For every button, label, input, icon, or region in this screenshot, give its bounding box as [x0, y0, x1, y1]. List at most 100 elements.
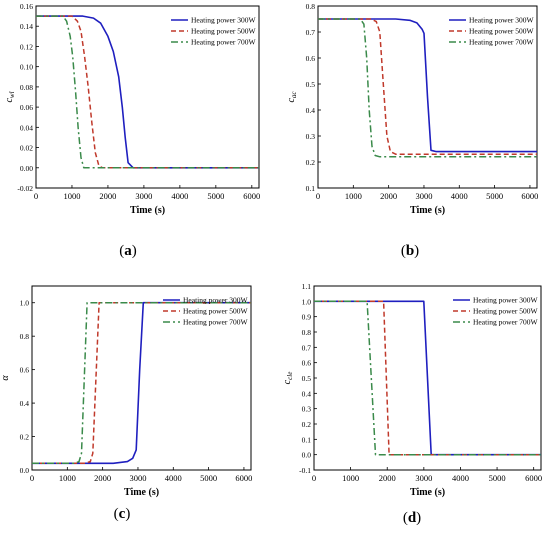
y-tick-label: 1.0 [302, 297, 312, 306]
panel-label: (a) [119, 243, 137, 259]
y-tick-label: 0.14 [20, 22, 33, 31]
plot-frame [317, 5, 538, 189]
x-tick-label: 5000 [207, 191, 224, 201]
y-axis-label: cwl [4, 91, 16, 102]
y-axis-label: ccle [282, 372, 294, 385]
x-tick-label: 4000 [452, 473, 469, 483]
x-tick-label: 0 [312, 473, 316, 483]
x-tick-label: 2000 [99, 191, 116, 201]
y-tick-label: 0.4 [20, 399, 30, 408]
y-axis-label: α [0, 375, 11, 381]
x-tick-label: 3000 [129, 473, 146, 483]
legend-entry: Heating power 700W [191, 38, 256, 47]
x-axis-label: Time (s) [410, 487, 445, 498]
x-tick-label: 6000 [243, 191, 260, 201]
chart-panel-1: 0 1000 2000 3000 4000 5000 6000 -0.02 0.00 0.02 0.… [4, 2, 260, 259]
y-tick-label: 0.00 [20, 164, 33, 173]
y-tick-label: 0.7 [306, 28, 316, 37]
y-axis-label: cac [286, 91, 298, 103]
legend-entry: Heating power 700W [469, 38, 534, 47]
y-tick-label: 0.10 [20, 63, 33, 72]
y-tick-label: 0.4 [306, 106, 316, 115]
x-tick-label: 1000 [63, 191, 80, 201]
series-line-3 [36, 15, 259, 169]
plot-frame [31, 285, 252, 471]
y-tick-label: 0.04 [20, 123, 33, 132]
y-tick-label: 0.8 [302, 328, 312, 337]
y-tick-label: 0.02 [20, 144, 33, 153]
y-tick-label: 0.08 [20, 83, 33, 92]
x-tick-label: 6000 [525, 473, 542, 483]
panel-label: (c) [114, 506, 131, 522]
x-tick-label: 2000 [379, 473, 396, 483]
series-line-3 [318, 18, 537, 158]
chart-panel-3: 0 1000 2000 3000 4000 5000 6000 0.0 0.2 0.4 0.6 0.8… [0, 285, 252, 522]
y-tick-label: 0.9 [302, 313, 312, 322]
legend-entry: Heating power 300W [191, 16, 256, 25]
x-tick-label: 5000 [200, 473, 217, 483]
legend-entry: Heating power 500W [191, 27, 256, 36]
series-line-2 [318, 18, 537, 155]
legend-entry: Heating power 500W [473, 307, 538, 316]
chart-panel-4: 0 1000 2000 3000 4000 5000 6000 -0.1 0.0 0.1 0.2 0.… [282, 282, 542, 526]
x-tick-label: 3000 [135, 191, 152, 201]
x-axis-label: Time (s) [124, 487, 159, 498]
y-tick-label: 0.5 [302, 374, 312, 383]
x-tick-label: 0 [34, 191, 38, 201]
y-tick-label: -0.1 [299, 466, 311, 475]
x-tick-label: 4000 [171, 191, 188, 201]
x-axis-label: Time (s) [130, 205, 165, 216]
legend-entry: Heating power 300W [183, 296, 248, 305]
x-tick-label: 6000 [235, 473, 252, 483]
y-tick-label: 0.8 [20, 332, 30, 341]
y-tick-label: 0.16 [20, 2, 33, 11]
y-tick-label: 0.0 [20, 466, 30, 475]
x-tick-label: 0 [30, 473, 34, 483]
x-tick-label: 5000 [486, 191, 503, 201]
y-tick-label: 0.1 [306, 184, 316, 193]
x-tick-label: 3000 [415, 473, 432, 483]
y-tick-label: 0.2 [306, 158, 316, 167]
series-line-3 [314, 300, 541, 456]
series-line-2 [32, 301, 251, 465]
y-tick-label: 0.2 [20, 433, 30, 442]
y-tick-label: 0.7 [302, 343, 312, 352]
y-tick-label: 0.2 [302, 420, 312, 429]
y-tick-label: 0.8 [306, 2, 316, 11]
x-tick-label: 2000 [94, 473, 111, 483]
x-tick-label: 3000 [415, 191, 432, 201]
panel-label: (d) [403, 510, 421, 526]
x-tick-label: 6000 [521, 191, 538, 201]
series-line-2 [36, 15, 259, 169]
x-axis-label: Time (s) [410, 205, 445, 216]
chart-panel-2: 0 1000 2000 3000 4000 5000 6000 0.1 0.2 0.3 0.4 0.5… [286, 2, 538, 259]
legend-entry: Heating power 700W [473, 318, 538, 327]
legend-entry: Heating power 500W [469, 27, 534, 36]
legend-entry: Heating power 300W [469, 16, 534, 25]
x-tick-label: 1000 [345, 191, 362, 201]
y-tick-label: 0.3 [306, 132, 316, 141]
series-line-3 [32, 301, 251, 465]
plot-frame [35, 5, 260, 189]
y-tick-label: 1.1 [302, 282, 312, 291]
x-tick-label: 0 [316, 191, 320, 201]
y-tick-label: 1.0 [20, 299, 30, 308]
y-tick-label: 0.4 [302, 389, 312, 398]
x-tick-label: 1000 [342, 473, 359, 483]
x-tick-label: 1000 [59, 473, 76, 483]
y-tick-label: 0.6 [306, 54, 316, 63]
y-tick-label: 0.0 [302, 451, 312, 460]
x-tick-label: 4000 [165, 473, 182, 483]
x-tick-label: 2000 [380, 191, 397, 201]
y-tick-label: 0.6 [302, 359, 312, 368]
legend-entry: Heating power 700W [183, 318, 248, 327]
x-tick-label: 5000 [489, 473, 506, 483]
y-tick-label: 0.3 [302, 405, 312, 414]
y-tick-label: 0.1 [302, 435, 312, 444]
y-tick-label: -0.02 [17, 184, 33, 193]
y-tick-label: 0.5 [306, 80, 316, 89]
y-tick-label: 0.12 [20, 42, 33, 51]
series-line-1 [36, 15, 259, 169]
series-line-1 [318, 18, 537, 153]
panel-label: (b) [401, 243, 419, 259]
